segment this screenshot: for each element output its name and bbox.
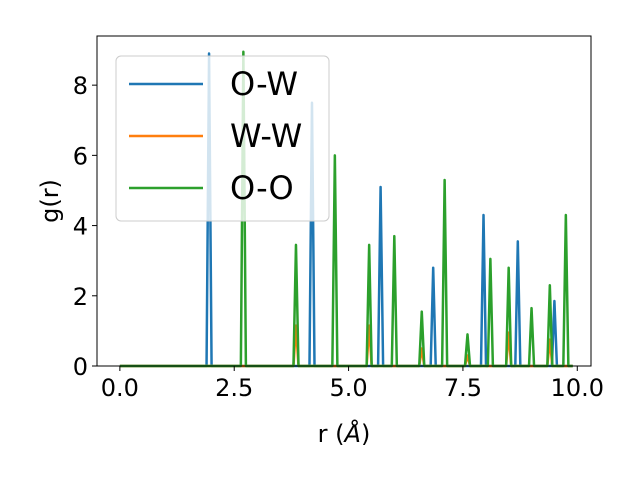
legend-box (115, 55, 330, 222)
y-axis-label: g(r) (36, 179, 64, 223)
x-axis-ticks: 0.0 2.5 5.0 7.5 10.0 (101, 366, 604, 402)
x-tick-label: 7.5 (444, 374, 482, 402)
legend-label-w-w: W-W (230, 117, 302, 155)
x-axis-label: r (Å) (318, 419, 371, 448)
y-axis-ticks: 0 2 4 6 8 (73, 72, 97, 381)
y-tick-label: 4 (73, 213, 88, 241)
x-tick-label: 0.0 (101, 374, 139, 402)
x-axis-label-close: ) (361, 420, 370, 448)
x-axis-label-text: r ( (318, 420, 345, 448)
legend-label-o-w: O-W (230, 65, 298, 103)
y-tick-label: 6 (73, 142, 88, 170)
x-tick-label: 10.0 (551, 374, 604, 402)
y-tick-label: 0 (73, 353, 88, 381)
x-tick-label: 5.0 (329, 374, 367, 402)
legend: O-W W-W O-O (115, 55, 330, 222)
y-tick-label: 2 (73, 283, 88, 311)
y-tick-label: 8 (73, 72, 88, 100)
x-tick-label: 2.5 (215, 374, 253, 402)
legend-label-o-o: O-O (230, 169, 294, 207)
plot-frame (96, 35, 592, 367)
x-axis-label-unit: Å (343, 419, 361, 448)
